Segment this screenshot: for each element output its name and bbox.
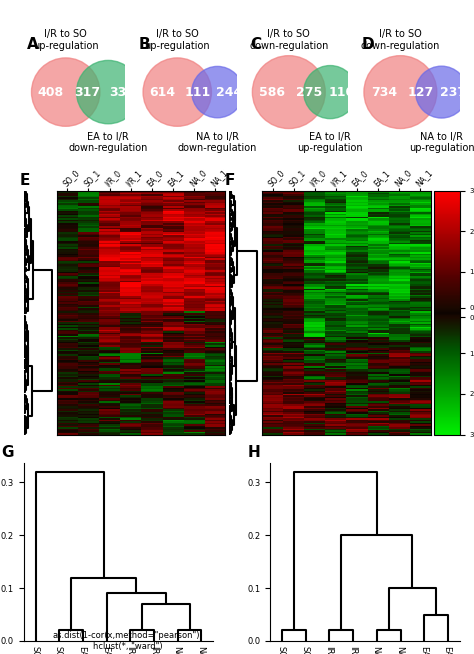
Circle shape [304, 65, 357, 118]
Text: I/R to SO
up-regulation: I/R to SO up-regulation [145, 29, 210, 51]
Text: 614: 614 [149, 86, 175, 99]
Text: 408: 408 [37, 86, 64, 99]
Text: H: H [247, 445, 260, 460]
Text: NA to I/R
up-regulation: NA to I/R up-regulation [409, 131, 474, 153]
Text: 111: 111 [184, 86, 210, 99]
Text: I/R to SO
up-regulation: I/R to SO up-regulation [33, 29, 99, 51]
Text: F: F [224, 173, 235, 188]
Text: as.dist(1-cor(x,method="pearson"))
hclust(*, "ward"): as.dist(1-cor(x,method="pearson")) hclus… [53, 631, 203, 651]
Text: I/R to SO
down-regulation: I/R to SO down-regulation [361, 29, 440, 51]
Text: E: E [19, 173, 29, 188]
Text: 317: 317 [74, 86, 100, 99]
Text: A: A [27, 37, 38, 52]
Text: 586: 586 [259, 86, 285, 99]
Circle shape [364, 56, 437, 129]
Text: 734: 734 [371, 86, 397, 99]
Circle shape [252, 56, 325, 129]
Text: EA to I/R
down-regulation: EA to I/R down-regulation [68, 131, 148, 153]
Text: NA to I/R
down-regulation: NA to I/R down-regulation [178, 131, 257, 153]
Text: C: C [250, 37, 261, 52]
Text: B: B [138, 37, 150, 52]
Circle shape [31, 58, 100, 126]
Text: 244: 244 [216, 86, 242, 99]
Text: 332: 332 [109, 86, 136, 99]
Text: 110: 110 [329, 86, 355, 99]
Text: D: D [362, 37, 374, 52]
Text: G: G [1, 445, 13, 460]
Circle shape [416, 66, 467, 118]
Circle shape [192, 67, 243, 118]
Text: I/R to SO
down-regulation: I/R to SO down-regulation [249, 29, 328, 51]
Text: 275: 275 [296, 86, 323, 99]
Text: 127: 127 [408, 86, 434, 99]
Text: EA to I/R
up-regulation: EA to I/R up-regulation [297, 131, 363, 153]
Circle shape [143, 58, 211, 126]
Circle shape [76, 60, 140, 124]
Text: 237: 237 [440, 86, 466, 99]
